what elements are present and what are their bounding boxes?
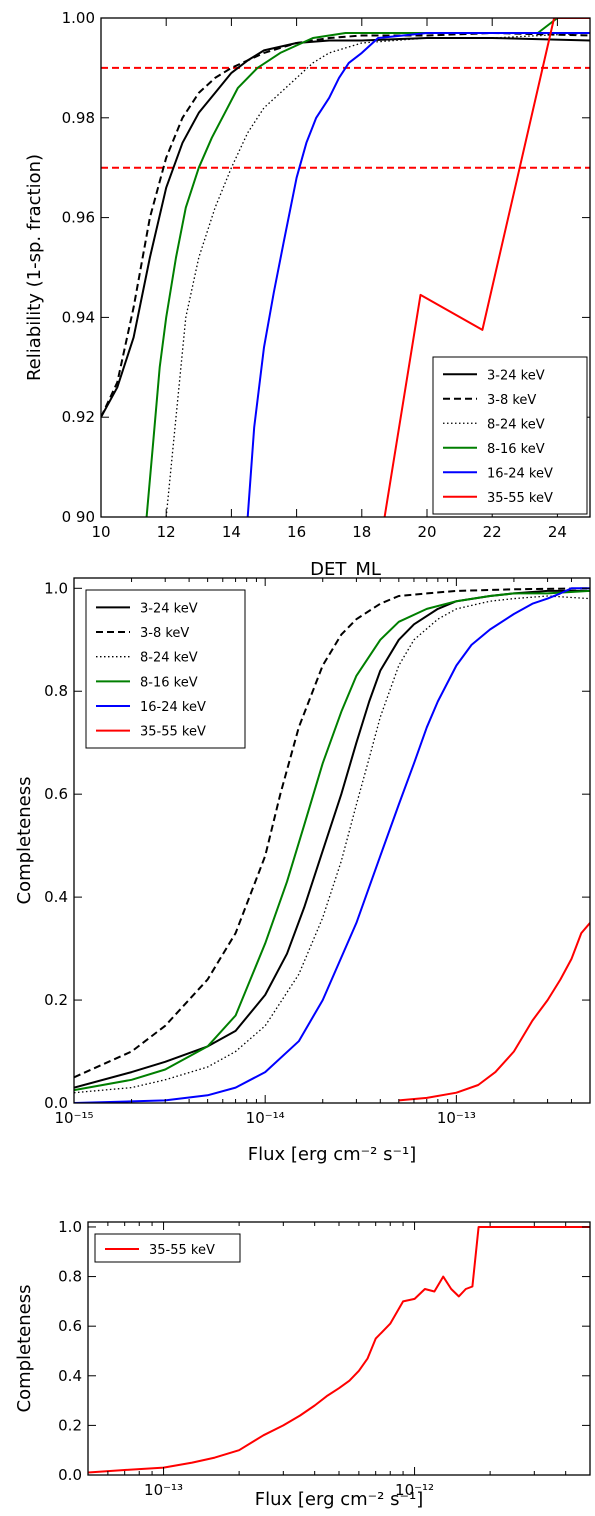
- series-group: [88, 1226, 590, 1474]
- series-line-35-55-kev: [383, 18, 590, 517]
- series-group: [101, 18, 590, 517]
- y-axis-label: Completeness: [14, 777, 35, 905]
- x-tick-label: 18: [352, 523, 371, 541]
- y-tick-label: 0.0: [44, 1094, 68, 1112]
- chart-panel-1: 10 12 14 16 18 20 22 24 0 90 0.92 0.94 0.96 0.98 1.00…: [24, 9, 591, 580]
- axes-frame: [73, 577, 591, 1104]
- legend: 3-24 keV 3-8 keV 8-24 keV 8-16 keV 16-24 keV…: [432, 356, 588, 515]
- x-tick-label: 10⁻¹⁵: [54, 1109, 93, 1127]
- y-tick-label: 1.0: [44, 579, 68, 597]
- y-tick-label: 0.4: [44, 888, 68, 906]
- x-axis-label: Flux [erg cm⁻² s⁻¹]: [248, 1144, 416, 1165]
- series-line-8-24-kev: [165, 32, 590, 517]
- legend-label: 8-24 keV: [487, 417, 545, 432]
- series-line-35-55-kev: [398, 922, 590, 1102]
- series-line-16-24-kev: [246, 32, 590, 517]
- y-tick-label: 0.6: [58, 1317, 82, 1335]
- series-group: [74, 587, 590, 1103]
- legend-label: 3-8 keV: [140, 626, 189, 641]
- y-tick-label: 0.4: [58, 1367, 82, 1385]
- legend-label: 16-24 keV: [487, 466, 553, 481]
- y-tick-label: 0.8: [44, 682, 68, 700]
- legend-label: 35-55 keV: [487, 491, 553, 506]
- x-tick-label: 10⁻¹³: [437, 1109, 476, 1127]
- legend-label: 35-55 keV: [149, 1243, 215, 1258]
- legend-label: 35-55 keV: [140, 725, 206, 740]
- legend-label: 3-24 keV: [487, 368, 545, 383]
- y-tick-label: 1.0: [58, 1218, 82, 1236]
- y-tick-label: 0.96: [62, 209, 95, 227]
- legend-label: 8-24 keV: [140, 651, 198, 666]
- x-axis-label: DET_ML: [310, 559, 381, 580]
- legend: 3-24 keV 3-8 keV 8-24 keV 8-16 keV 16-24 keV…: [85, 589, 246, 749]
- y-tick-label: 0 90: [62, 508, 95, 526]
- legend-box: [85, 589, 246, 749]
- x-tick-label: 22: [483, 523, 502, 541]
- y-tick-label: 0.92: [62, 408, 95, 426]
- y-tick-label: 0.98: [62, 109, 95, 127]
- y-tick-label: 0.94: [62, 308, 95, 326]
- x-tick-label: 14: [222, 523, 241, 541]
- y-tick-label: 0.2: [44, 991, 68, 1009]
- x-tick-label: 10⁻¹²: [395, 1481, 434, 1499]
- series-line-8-16-kev: [74, 589, 590, 1092]
- legend-label: 16-24 keV: [140, 700, 206, 715]
- plot-area: [88, 1222, 590, 1475]
- axes-frame: [100, 17, 591, 518]
- legend: 35-55 keV: [94, 1233, 241, 1263]
- chart-panel-2: 10⁻¹⁵ 10⁻¹⁴ 10⁻¹³ 0.0 0.2 0.4 0.6 0.8 1.0 Flux [e…: [14, 577, 591, 1165]
- y-tick-label: 0.6: [44, 785, 68, 803]
- y-tick-label: 0.8: [58, 1268, 82, 1286]
- series-line-3-8-kev: [74, 587, 590, 1079]
- legend-label: 3-8 keV: [487, 393, 536, 408]
- y-tick-label: 0.0: [58, 1466, 82, 1484]
- series-line-3-24-kev: [101, 37, 590, 418]
- x-tick-label: 16: [287, 523, 306, 541]
- x-tick-label: 24: [548, 523, 567, 541]
- y-tick-label: 1.00: [62, 9, 95, 27]
- y-tick-label: 0.2: [58, 1416, 82, 1434]
- series-line-16-24-kev: [74, 587, 590, 1103]
- series-line-35-55-kev: [88, 1226, 590, 1474]
- x-tick-label: 10: [91, 523, 110, 541]
- legend-label: 3-24 keV: [140, 601, 198, 616]
- x-axis-label: Flux [erg cm⁻² s⁻¹]: [255, 1489, 423, 1510]
- x-tick-label: 12: [157, 523, 176, 541]
- x-tick-label: 10⁻¹⁴: [246, 1109, 285, 1127]
- y-axis-label: Completeness: [14, 1285, 35, 1413]
- x-tick-label: 10⁻¹³: [144, 1481, 183, 1499]
- chart-panel-3: 10⁻¹³ 10⁻¹² 0.0 0.2 0.4 0.6 0.8 1.0 Flux [erg cm…: [14, 1218, 591, 1510]
- series-line-8-24-kev: [74, 595, 590, 1094]
- legend-label: 8-16 keV: [487, 442, 545, 457]
- x-tick-label: 20: [417, 523, 436, 541]
- legend-box: [432, 356, 588, 515]
- y-axis-label: Reliability (1-sp. fraction): [24, 154, 45, 381]
- legend-label: 8-16 keV: [140, 675, 198, 690]
